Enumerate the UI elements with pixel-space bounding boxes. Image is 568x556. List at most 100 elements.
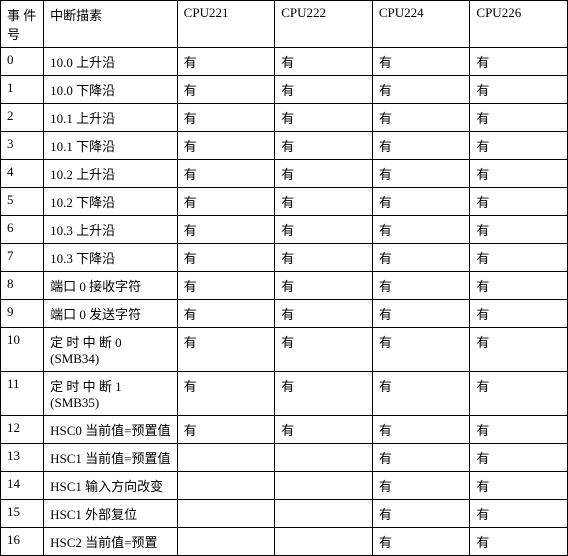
cell-cpu221: 有 [177, 76, 275, 104]
cell-cpu221 [177, 444, 275, 472]
cell-cpu224: 有 [372, 444, 470, 472]
cell-cpu224: 有 [372, 76, 470, 104]
cell-desc: 10.1 上升沿 [44, 104, 178, 132]
cell-cpu222 [275, 528, 373, 556]
table-row: 11定 时 中 断 1 (SMB35)有有有有 [1, 372, 568, 416]
cell-cpu222: 有 [275, 216, 373, 244]
cell-cpu221: 有 [177, 104, 275, 132]
cell-desc: 10.3 下降沿 [44, 244, 178, 272]
cell-event: 5 [1, 188, 44, 216]
cell-cpu224: 有 [372, 48, 470, 76]
cell-desc: 10.3 上升沿 [44, 216, 178, 244]
cell-desc: 端口 0 接收字符 [44, 272, 178, 300]
table-row: 8端口 0 接收字符有有有有 [1, 272, 568, 300]
cell-event: 13 [1, 444, 44, 472]
cell-cpu221: 有 [177, 216, 275, 244]
cell-event: 4 [1, 160, 44, 188]
table-row: 210.1 上升沿有有有有 [1, 104, 568, 132]
table-row: 610.3 上升沿有有有有 [1, 216, 568, 244]
cell-cpu224: 有 [372, 188, 470, 216]
table-row: 9端口 0 发送字符有有有有 [1, 300, 568, 328]
table-row: 510.2 下降沿有有有有 [1, 188, 568, 216]
cell-desc: 定 时 中 断 1 (SMB35) [44, 372, 178, 416]
cell-cpu224: 有 [372, 272, 470, 300]
cell-desc: 定 时 中 断 0 (SMB34) [44, 328, 178, 372]
cell-cpu224: 有 [372, 104, 470, 132]
cell-cpu222: 有 [275, 104, 373, 132]
cell-cpu221: 有 [177, 244, 275, 272]
cell-cpu221: 有 [177, 272, 275, 300]
table-row: 410.2 上升沿有有有有 [1, 160, 568, 188]
cell-cpu221: 有 [177, 372, 275, 416]
cell-cpu221: 有 [177, 48, 275, 76]
cell-event: 0 [1, 48, 44, 76]
cell-event: 8 [1, 272, 44, 300]
cell-cpu224: 有 [372, 300, 470, 328]
cell-cpu221 [177, 528, 275, 556]
cell-desc: 10.0 下降沿 [44, 76, 178, 104]
cell-desc: HSC1 当前值=预置值 [44, 444, 178, 472]
cell-desc: HSC1 输入方向改变 [44, 472, 178, 500]
cell-cpu224: 有 [372, 528, 470, 556]
cell-cpu222 [275, 444, 373, 472]
cell-cpu222: 有 [275, 372, 373, 416]
cell-desc: 端口 0 发送字符 [44, 300, 178, 328]
cell-cpu224: 有 [372, 244, 470, 272]
interrupt-events-table: 事 件号 中断描素 CPU221 CPU222 CPU224 CPU226 01… [0, 0, 568, 556]
cell-cpu222: 有 [275, 48, 373, 76]
table-row: 110.0 下降沿有有有有 [1, 76, 568, 104]
cell-cpu226: 有 [470, 372, 568, 416]
cell-event: 15 [1, 500, 44, 528]
cell-event: 2 [1, 104, 44, 132]
cell-event: 12 [1, 416, 44, 444]
cell-cpu226: 有 [470, 300, 568, 328]
cell-event: 9 [1, 300, 44, 328]
cell-cpu224: 有 [372, 328, 470, 372]
cell-cpu221: 有 [177, 188, 275, 216]
cell-cpu226: 有 [470, 48, 568, 76]
cell-cpu224: 有 [372, 216, 470, 244]
cell-cpu221 [177, 472, 275, 500]
cell-event: 1 [1, 76, 44, 104]
table-row: 14HSC1 输入方向改变有有 [1, 472, 568, 500]
cell-desc: HSC0 当前值=预置值 [44, 416, 178, 444]
cell-cpu222 [275, 500, 373, 528]
col-header-cpu221: CPU221 [177, 1, 275, 48]
cell-cpu222: 有 [275, 188, 373, 216]
cell-cpu224: 有 [372, 160, 470, 188]
cell-cpu226: 有 [470, 444, 568, 472]
cell-cpu224: 有 [372, 372, 470, 416]
cell-cpu226: 有 [470, 132, 568, 160]
cell-desc: 10.2 下降沿 [44, 188, 178, 216]
cell-cpu221: 有 [177, 416, 275, 444]
cell-cpu222: 有 [275, 244, 373, 272]
cell-cpu226: 有 [470, 328, 568, 372]
cell-event: 7 [1, 244, 44, 272]
cell-desc: HSC2 当前值=预置 [44, 528, 178, 556]
col-header-cpu226: CPU226 [470, 1, 568, 48]
cell-desc: HSC1 外部复位 [44, 500, 178, 528]
cell-event: 3 [1, 132, 44, 160]
cell-cpu226: 有 [470, 76, 568, 104]
table-row: 12HSC0 当前值=预置值有有有有 [1, 416, 568, 444]
cell-cpu222: 有 [275, 272, 373, 300]
cell-desc: 10.1 下降沿 [44, 132, 178, 160]
cell-event: 6 [1, 216, 44, 244]
table-row: 15HSC1 外部复位有有 [1, 500, 568, 528]
cell-cpu221: 有 [177, 300, 275, 328]
cell-cpu222: 有 [275, 328, 373, 372]
cell-desc: 10.2 上升沿 [44, 160, 178, 188]
cell-cpu226: 有 [470, 104, 568, 132]
cell-event: 14 [1, 472, 44, 500]
cell-cpu226: 有 [470, 160, 568, 188]
cell-cpu222: 有 [275, 416, 373, 444]
cell-event: 10 [1, 328, 44, 372]
cell-cpu222: 有 [275, 160, 373, 188]
cell-cpu226: 有 [470, 188, 568, 216]
cell-cpu221: 有 [177, 132, 275, 160]
cell-cpu226: 有 [470, 416, 568, 444]
cell-desc: 10.0 上升沿 [44, 48, 178, 76]
cell-cpu224: 有 [372, 472, 470, 500]
cell-cpu226: 有 [470, 528, 568, 556]
table-row: 16HSC2 当前值=预置有有 [1, 528, 568, 556]
